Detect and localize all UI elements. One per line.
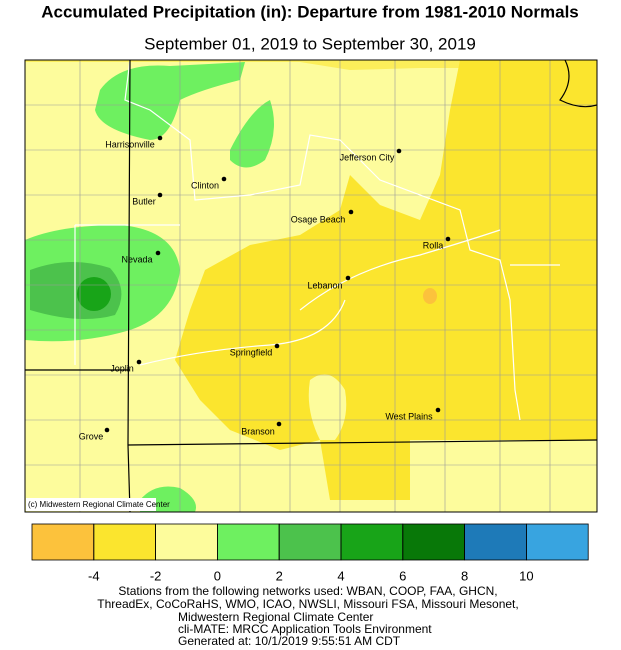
footer-line: ThreadEx, CoCoRaHS, WMO, ICAO, NWSLI, Mi…: [97, 597, 518, 611]
legend-swatch: [402, 523, 465, 561]
legend-swatch: [464, 523, 527, 561]
legend-swatch: [278, 523, 342, 561]
legend-swatch: [93, 523, 157, 561]
legend-tick-label: 10: [519, 568, 533, 583]
city-label: Butler: [132, 196, 156, 206]
legend-tick-label: 2: [276, 568, 283, 583]
legend-tick-label: 0: [214, 568, 221, 583]
city-label: Jefferson City: [340, 152, 395, 162]
city-label: West Plains: [385, 411, 433, 421]
footer: Stations from the following networks use…: [97, 584, 518, 648]
footer-line: Generated at: 10/1/2019 9:55:51 AM CDT: [178, 634, 401, 645]
legend-tick-label: 8: [461, 568, 468, 583]
title: Accumulated Precipitation (in): Departur…: [41, 2, 579, 21]
map-frame: [24, 59, 598, 513]
cities: Harrisonville Clinton Jefferson City But…: [79, 135, 451, 441]
legend-swatch: [526, 523, 589, 561]
footer-line: Stations from the following networks use…: [118, 584, 497, 598]
legend-swatch: [216, 523, 280, 561]
legend-tick-label: -4: [88, 568, 100, 583]
city-label: Lebanon: [307, 280, 342, 290]
city-label: Rolla: [423, 240, 444, 250]
legend-swatch: [155, 523, 218, 561]
credit-box: [26, 498, 156, 511]
city-label: Nevada: [121, 254, 152, 264]
city-label: Springfield: [230, 347, 273, 357]
city-label: Branson: [241, 426, 275, 436]
legend-swatch: [340, 523, 404, 561]
map: [25, 60, 597, 512]
legend-tick-label: 4: [337, 568, 344, 583]
city-label: Joplin: [110, 363, 134, 373]
city-label: Osage Beach: [291, 214, 346, 224]
subtitle: September 01, 2019 to September 30, 2019: [144, 34, 476, 53]
footer-line: cli-MATE: MRCC Application Tools Environ…: [178, 622, 432, 636]
legend: -4 -2 0 2 4 6 8 10: [31, 523, 589, 583]
footer-line: Midwestern Regional Climate Center: [178, 610, 373, 624]
legend-tick-label: 6: [399, 568, 406, 583]
city-label: Clinton: [191, 180, 219, 190]
legend-tick-label: -2: [150, 568, 162, 583]
city-label: Grove: [79, 431, 104, 441]
credit: (c) Midwestern Regional Climate Center: [28, 500, 170, 509]
legend-swatch: [31, 523, 95, 561]
city-label: Harrisonville: [105, 139, 155, 149]
